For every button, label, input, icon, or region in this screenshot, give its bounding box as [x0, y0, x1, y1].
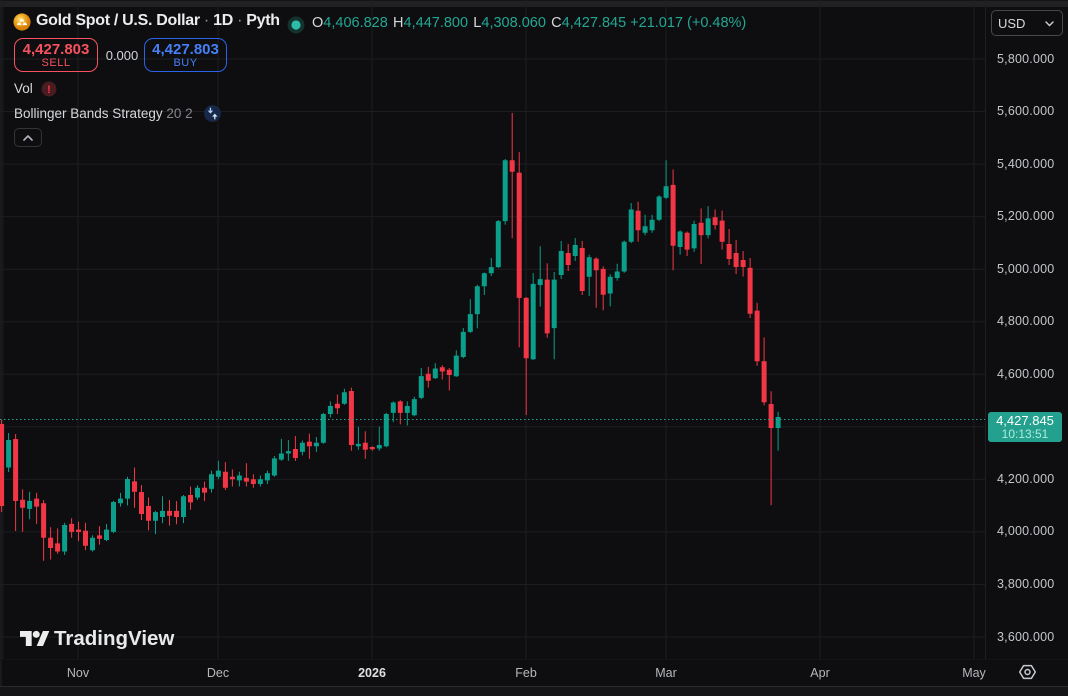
svg-text:!: ! [47, 84, 51, 96]
